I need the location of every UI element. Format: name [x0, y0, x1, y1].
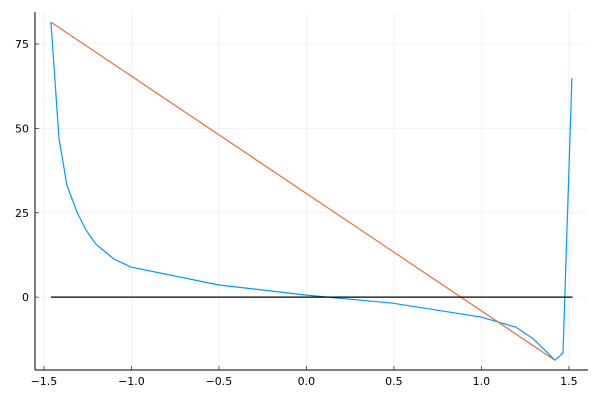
y-tick-label: 25 — [15, 207, 29, 220]
x-tick-label: 1.0 — [473, 375, 491, 388]
x-tick-label: 0.0 — [298, 375, 316, 388]
x-tick-label: −1.0 — [118, 375, 145, 388]
x-tick-label: 1.5 — [560, 375, 578, 388]
line-series — [50, 22, 573, 362]
x-tick-label: −0.5 — [206, 375, 233, 388]
y-tick-label: 0 — [22, 291, 29, 304]
line-series — [50, 21, 556, 361]
y-tick-label: 75 — [15, 38, 29, 51]
x-tick-label: 0.5 — [385, 375, 403, 388]
y-tick-label: 50 — [15, 122, 29, 135]
x-tick-label: −1.5 — [31, 375, 58, 388]
